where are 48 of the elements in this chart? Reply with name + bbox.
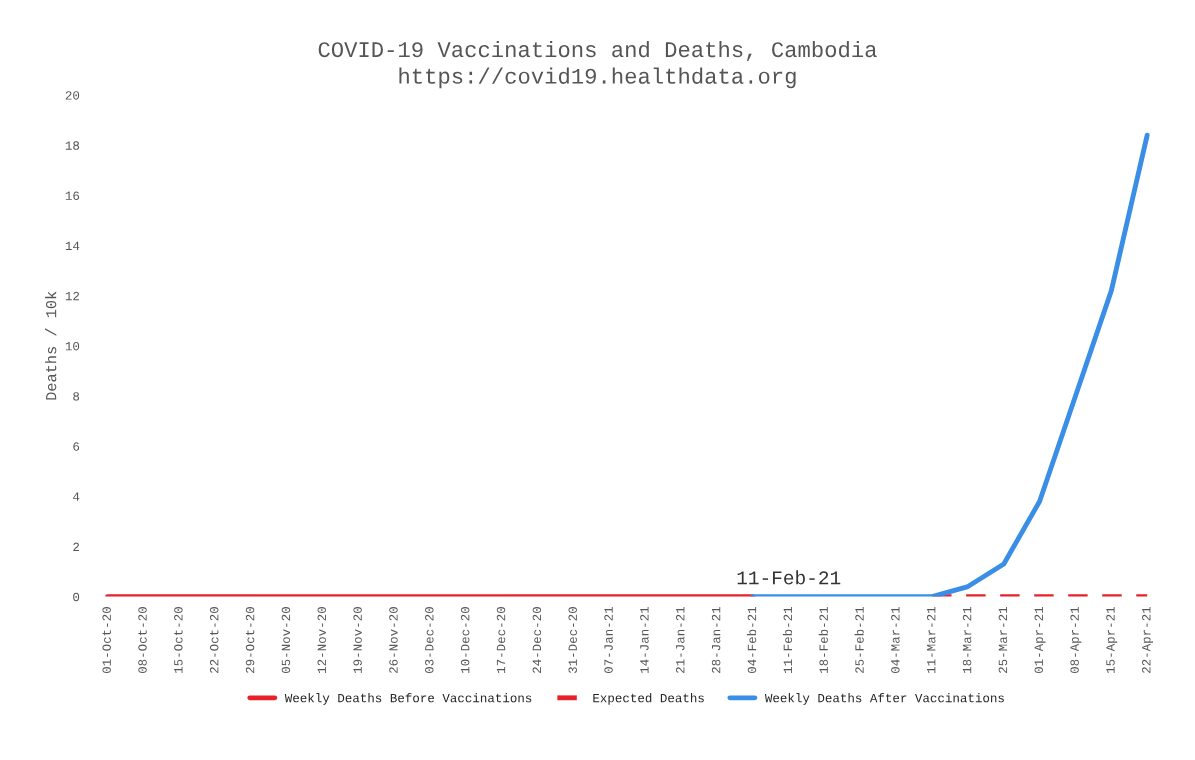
legend-label: Weekly Deaths Before Vaccinations	[284, 693, 532, 705]
x-tick-label: 29-Oct-20	[245, 607, 255, 673]
y-tick-label: 12	[65, 291, 80, 301]
x-tick-label: 17-Dec-20	[496, 607, 506, 673]
x-tick-label: 15-Apr-21	[1106, 606, 1118, 673]
x-tick-label: 01-Apr-21	[1034, 606, 1046, 674]
y-tick-label: 4	[73, 492, 80, 501]
x-tick-label: 03-Dec-20	[425, 607, 434, 674]
y-tick-label: 14	[65, 241, 80, 251]
y-tick-label: 8	[73, 392, 80, 401]
y-tick-label: 18	[65, 141, 80, 150]
x-tick-label: 04-Mar-21	[891, 606, 900, 674]
legend-label: Weekly Deaths After Vaccinations	[764, 693, 1004, 705]
y-axis-title: Deaths / 10k	[45, 291, 57, 400]
x-tick-label: 22-Oct-20	[209, 607, 219, 673]
x-tick-label: 07-Jan-21	[604, 606, 613, 674]
x-tick-label: 28-Jan-21	[711, 606, 721, 673]
y-tick-label: 0	[73, 592, 80, 602]
y-tick-label: 2	[73, 542, 80, 551]
x-tick-label: 19-Nov-20	[353, 607, 362, 673]
x-tick-label: 18-Feb-21	[818, 606, 828, 673]
x-tick-label: 24-Dec-20	[532, 607, 542, 673]
legend-label: Expected Deaths	[593, 693, 704, 705]
x-tick-label: 11-Feb-21	[782, 606, 793, 673]
y-tick-label: 6	[73, 442, 80, 451]
x-tick-label: 18-Mar-21	[962, 606, 972, 673]
x-tick-label: 05-Nov-20	[281, 607, 291, 674]
x-tick-label: 15-Oct-20	[174, 607, 183, 673]
x-tick-label: 10-Dec-20	[460, 607, 470, 673]
chart-title: COVID-19 Vaccinations and Deaths, Cambodia	[318, 40, 877, 61]
y-tick-label: 10	[65, 341, 80, 351]
x-tick-label: 11-Mar-21	[926, 606, 936, 673]
x-tick-label: 25-Feb-21	[854, 606, 864, 673]
x-tick-label: 31-Dec-20	[568, 607, 577, 674]
x-tick-label: 21-Jan-21	[676, 606, 685, 673]
x-tick-label: 08-Oct-20	[138, 607, 147, 674]
y-tick-label: 20	[65, 91, 80, 100]
x-tick-label: 26-Nov-20	[389, 607, 398, 673]
y-tick-label: 16	[65, 191, 80, 200]
x-tick-label: 08-Apr-21	[1070, 606, 1082, 674]
x-tick-label: 12-Nov-20	[317, 607, 327, 673]
x-tick-label: 25-Mar-21	[998, 606, 1008, 673]
x-tick-label: 14-Jan-21	[640, 606, 649, 673]
x-tick-label: 01-Oct-20	[102, 607, 111, 674]
x-tick-label: 22-Apr-21	[1142, 606, 1154, 673]
annotation: 11-Feb-21	[737, 570, 841, 585]
x-tick-label: 04-Feb-21	[747, 606, 757, 674]
chart-subtitle: https://covid19.healthdata.org	[399, 67, 796, 89]
